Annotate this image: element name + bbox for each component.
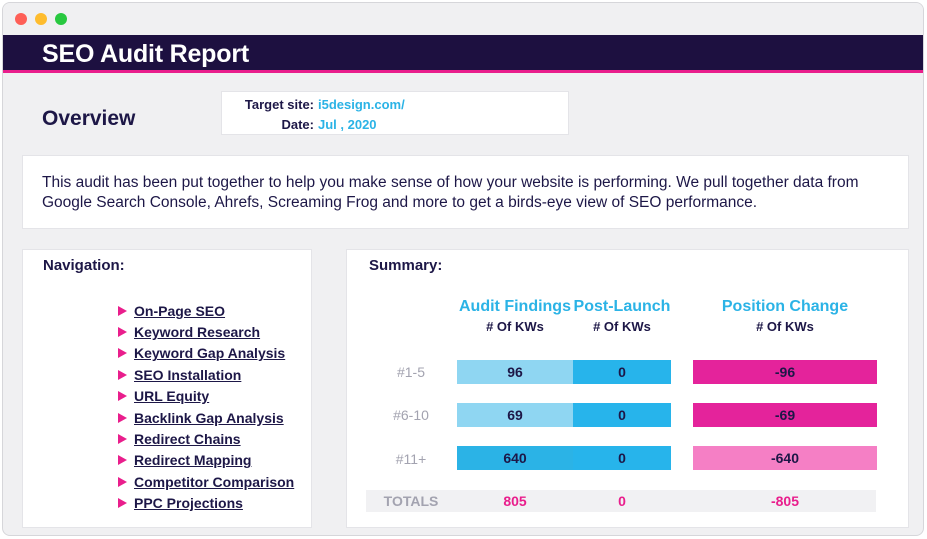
nav-item-keyword-gap-analysis[interactable]: Keyword Gap Analysis	[118, 343, 294, 364]
column-heading: Audit Findings	[459, 298, 571, 315]
triangle-right-icon	[118, 498, 127, 509]
nav-item-ppc-projections[interactable]: PPC Projections	[118, 493, 294, 514]
triangle-right-icon	[118, 476, 127, 487]
triangle-right-icon	[118, 305, 127, 316]
column-heading: Position Change	[721, 298, 849, 315]
nav-link[interactable]: Redirect Mapping	[134, 452, 252, 469]
nav-link[interactable]: On-Page SEO	[134, 302, 226, 319]
nav-item-keyword-research[interactable]: Keyword Research	[118, 321, 294, 342]
row-label: #11+	[395, 451, 427, 467]
nav-item-on-page-seo[interactable]: On-Page SEO	[118, 300, 294, 321]
report-header: SEO Audit Report	[3, 35, 923, 73]
post-launch-header: Post-Launch # Of KWs	[573, 298, 671, 334]
nav-link[interactable]: Competitor Comparison	[134, 473, 295, 490]
maximize-window-button[interactable]	[55, 13, 67, 25]
nav-link[interactable]: Keyword Gap Analysis	[134, 345, 286, 362]
column-heading: Post-Launch	[573, 298, 671, 315]
row-label: #6-10	[393, 407, 429, 423]
nav-item-backlink-gap-analysis[interactable]: Backlink Gap Analysis	[118, 407, 294, 428]
minimize-window-button[interactable]	[35, 13, 47, 25]
triangle-right-icon	[118, 391, 127, 402]
totals-post-launch: 0	[618, 493, 626, 509]
column-subheading: # Of KWs	[756, 319, 814, 334]
target-site-row: Target site: i5design.com/	[222, 97, 405, 112]
intro-panel: This audit has been put together to help…	[22, 155, 909, 229]
target-site-link[interactable]: i5design.com/	[318, 97, 405, 112]
position-change-cell: -69	[693, 403, 877, 427]
target-site-label: Target site:	[244, 97, 314, 112]
triangle-right-icon	[118, 348, 127, 359]
row-label: #1-5	[396, 364, 426, 380]
navigation-panel: Navigation: On-Page SEO Keyword Research…	[22, 249, 312, 528]
position-change-header: Position Change # Of KWs	[693, 298, 877, 334]
summary-heading: Summary:	[369, 257, 443, 274]
nav-link[interactable]: PPC Projections	[134, 495, 243, 512]
triangle-right-icon	[118, 327, 127, 338]
totals-label: TOTALS	[383, 493, 439, 509]
audit-findings-header: Audit Findings # Of KWs	[457, 298, 573, 334]
overview-heading: Overview	[42, 107, 136, 130]
nav-item-redirect-chains[interactable]: Redirect Chains	[118, 428, 294, 449]
column-subheading: # Of KWs	[486, 319, 544, 334]
nav-link[interactable]: Redirect Chains	[134, 431, 241, 448]
triangle-right-icon	[118, 369, 127, 380]
date-value: Jul , 2020	[318, 117, 377, 132]
navigation-heading: Navigation:	[43, 257, 125, 274]
post-launch-cell: 0	[573, 403, 671, 427]
audit-cell: 69	[457, 403, 573, 427]
triangle-right-icon	[118, 412, 127, 423]
position-change-cell: -96	[693, 360, 877, 384]
totals-row: TOTALS 805 0 -805	[366, 490, 876, 512]
date-label: Date:	[281, 117, 314, 132]
position-change-cell: -640	[693, 446, 877, 470]
audit-cell: 96	[457, 360, 573, 384]
audit-cell: 640	[457, 446, 573, 470]
triangle-right-icon	[118, 434, 127, 445]
date-row: Date: Jul , 2020	[222, 117, 377, 132]
column-subheading: # Of KWs	[593, 319, 651, 334]
close-window-button[interactable]	[15, 13, 27, 25]
report-title: SEO Audit Report	[42, 40, 249, 68]
nav-item-competitor-comparison[interactable]: Competitor Comparison	[118, 471, 294, 492]
summary-panel: Summary: Audit Findings # Of KWs Post-La…	[346, 249, 909, 528]
window-titlebar	[3, 3, 923, 35]
post-launch-cell: 0	[573, 446, 671, 470]
totals-position-change: -805	[770, 493, 800, 509]
nav-link[interactable]: SEO Installation	[134, 366, 242, 383]
nav-link[interactable]: Keyword Research	[134, 324, 261, 341]
nav-item-redirect-mapping[interactable]: Redirect Mapping	[118, 450, 294, 471]
post-launch-cell: 0	[573, 360, 671, 384]
nav-item-url-equity[interactable]: URL Equity	[118, 386, 294, 407]
triangle-right-icon	[118, 455, 127, 466]
intro-text: This audit has been put together to help…	[42, 174, 859, 211]
totals-audit: 805	[503, 493, 527, 509]
nav-link[interactable]: Backlink Gap Analysis	[134, 409, 284, 426]
report-meta-box: Target site: i5design.com/ Date: Jul , 202…	[221, 91, 569, 135]
navigation-list: On-Page SEO Keyword Research Keyword Gap…	[118, 300, 294, 514]
nav-link[interactable]: URL Equity	[134, 388, 210, 405]
nav-item-seo-installation[interactable]: SEO Installation	[118, 364, 294, 385]
